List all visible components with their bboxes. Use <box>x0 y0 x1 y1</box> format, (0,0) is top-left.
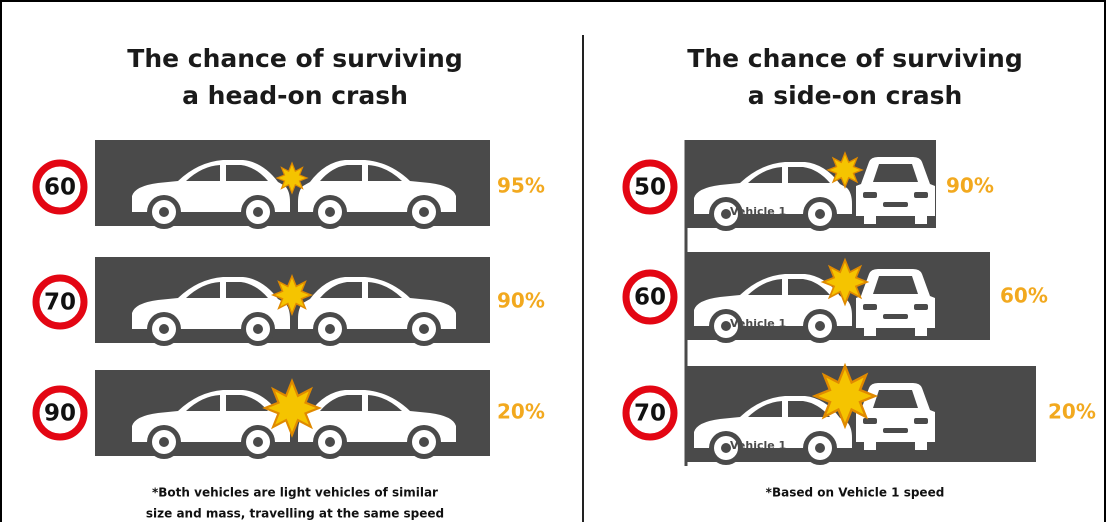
survival-label: 60% <box>1000 284 1048 308</box>
vehicle-label: Vehicle 1 <box>730 317 786 330</box>
content: The chance of surviving a head-on crash 60… <box>32 44 1096 521</box>
speed-label: 60 <box>634 285 666 311</box>
title: a head-on crash <box>182 81 408 110</box>
speed-label: 70 <box>634 401 666 427</box>
vehicle-label: Vehicle 1 <box>730 439 786 452</box>
survival-label: 90% <box>946 174 994 198</box>
footnote: size and mass, travelling at the same sp… <box>146 507 444 521</box>
survival-label: 95% <box>497 174 545 198</box>
vehicle-label: Vehicle 1 <box>730 205 786 218</box>
star <box>272 275 312 315</box>
star <box>822 259 868 305</box>
star <box>263 379 321 437</box>
survival-label: 90% <box>497 289 545 313</box>
speed-sign <box>622 159 678 215</box>
title: a side-on crash <box>748 81 963 110</box>
front <box>856 269 935 336</box>
speed-label: 70 <box>44 290 76 316</box>
star <box>827 152 863 188</box>
front <box>856 157 935 224</box>
speed-sign <box>622 385 678 441</box>
star <box>276 162 308 194</box>
star <box>813 364 877 428</box>
footnote: *Both vehicles are light vehicles of sim… <box>152 486 438 500</box>
title: The chance of surviving <box>127 44 462 73</box>
speed-sign <box>32 274 88 330</box>
footnote: *Based on Vehicle 1 speed <box>766 486 945 500</box>
survival-label: 20% <box>1048 400 1096 424</box>
speed-sign <box>622 269 678 325</box>
speed-label: 50 <box>634 175 666 201</box>
title: The chance of surviving <box>687 44 1022 73</box>
speed-label: 90 <box>44 401 76 427</box>
speed-label: 60 <box>44 175 76 201</box>
speed-sign <box>32 385 88 441</box>
survival-label: 20% <box>497 400 545 424</box>
speed-sign <box>32 159 88 215</box>
